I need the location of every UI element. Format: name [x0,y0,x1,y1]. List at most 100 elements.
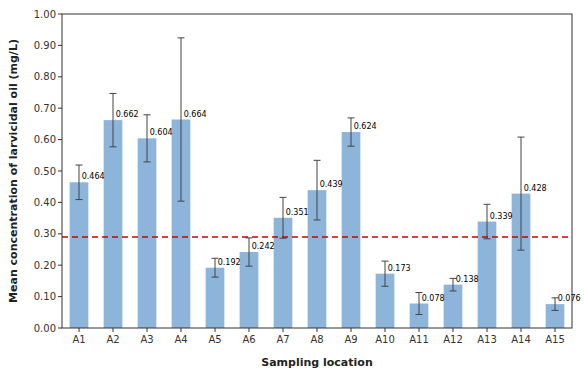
error-cap [484,204,491,205]
y-tick [58,265,62,266]
data-label: 0.138 [456,275,479,284]
data-label: 0.076 [558,294,581,303]
x-tick [215,328,216,332]
error-line [555,298,556,311]
y-tick [58,171,62,172]
data-label: 0.351 [286,208,309,217]
chart-svg: 0.4640.6620.6040.6640.1920.2420.3510.439… [0,0,584,376]
y-tick-label: 0.90 [34,40,56,51]
error-line [419,293,420,315]
error-cap [76,199,83,200]
x-tick [351,328,352,332]
y-tick [58,328,62,329]
bar [138,138,157,328]
error-cap [416,314,423,315]
y-tick [58,296,62,297]
y-axis: 0.000.100.200.300.400.500.600.700.800.90… [34,9,62,334]
bar [206,268,225,328]
y-tick-label: 0.00 [34,323,56,334]
x-tick-label: A4 [174,334,187,345]
error-cap [348,117,355,118]
y-tick-label: 0.20 [34,260,56,271]
error-cap [314,219,321,220]
data-label: 0.664 [184,110,207,119]
data-label: 0.242 [252,242,275,251]
y-tick-label: 0.40 [34,197,56,208]
x-tick-label: A2 [106,334,119,345]
x-tick [79,328,80,332]
error-cap [348,146,355,147]
reference-line [62,236,572,237]
error-line [487,204,488,239]
error-cap [280,197,287,198]
x-tick-label: A6 [242,334,255,345]
x-tick-label: A9 [344,334,357,345]
x-tick-label: A3 [140,334,153,345]
error-bar [110,93,117,146]
y-axis-title: Mean concentration of larvicidal oil (mg… [7,39,20,303]
error-cap [314,160,321,161]
y-tick-label: 0.70 [34,103,56,114]
plot-frame [62,14,572,328]
error-bar [314,160,321,220]
y-tick-label: 0.80 [34,71,56,82]
y-tick [58,76,62,77]
error-bar [178,38,185,201]
x-tick-label: A5 [208,334,221,345]
y-tick-label: 0.60 [34,134,56,145]
y-tick [58,45,62,46]
y-tick [58,139,62,140]
error-line [317,160,318,220]
data-label: 0.604 [150,128,173,137]
x-tick-label: A13 [477,334,497,345]
error-bar [76,165,83,200]
error-line [521,137,522,250]
error-line [215,258,216,277]
error-line [79,165,80,200]
x-tick [249,328,250,332]
plot-area [62,38,572,328]
y-tick-label: 0.10 [34,291,56,302]
y-tick [58,202,62,203]
error-line [113,93,114,146]
error-line [385,261,386,286]
error-bar [144,115,151,162]
data-label: 0.439 [320,180,343,189]
error-cap [246,266,253,267]
x-tick [283,328,284,332]
x-tick-label: A10 [375,334,395,345]
x-tick [147,328,148,332]
error-cap [484,238,491,239]
error-cap [552,310,559,311]
error-cap [518,137,525,138]
bar [70,182,89,328]
x-tick [385,328,386,332]
error-cap [382,261,389,262]
data-labels: 0.4640.6620.6040.6640.1920.2420.3510.439… [82,110,581,304]
data-label: 0.662 [116,110,139,119]
chart-container: 0.4640.6620.6040.6640.1920.2420.3510.439… [0,0,584,376]
error-line [181,38,182,201]
y-tick [58,233,62,234]
error-cap [212,277,219,278]
data-label: 0.078 [422,294,445,303]
error-line [453,278,454,291]
error-cap [110,93,117,94]
x-axis: A1A2A3A4A5A6A7A8A9A10A11A12A13A14A15 [72,328,564,345]
x-tick-label: A14 [511,334,531,345]
error-line [147,115,148,162]
x-tick [113,328,114,332]
error-bar [484,204,491,239]
error-cap [144,161,151,162]
y-tick-label: 1.00 [34,9,56,20]
x-tick [181,328,182,332]
x-tick-label: A7 [276,334,289,345]
x-tick [453,328,454,332]
error-bar [280,197,287,238]
x-tick [317,328,318,332]
data-label: 0.428 [524,184,547,193]
bar [444,285,463,328]
x-tick-label: A8 [310,334,323,345]
data-label: 0.173 [388,264,411,273]
error-line [249,238,250,266]
